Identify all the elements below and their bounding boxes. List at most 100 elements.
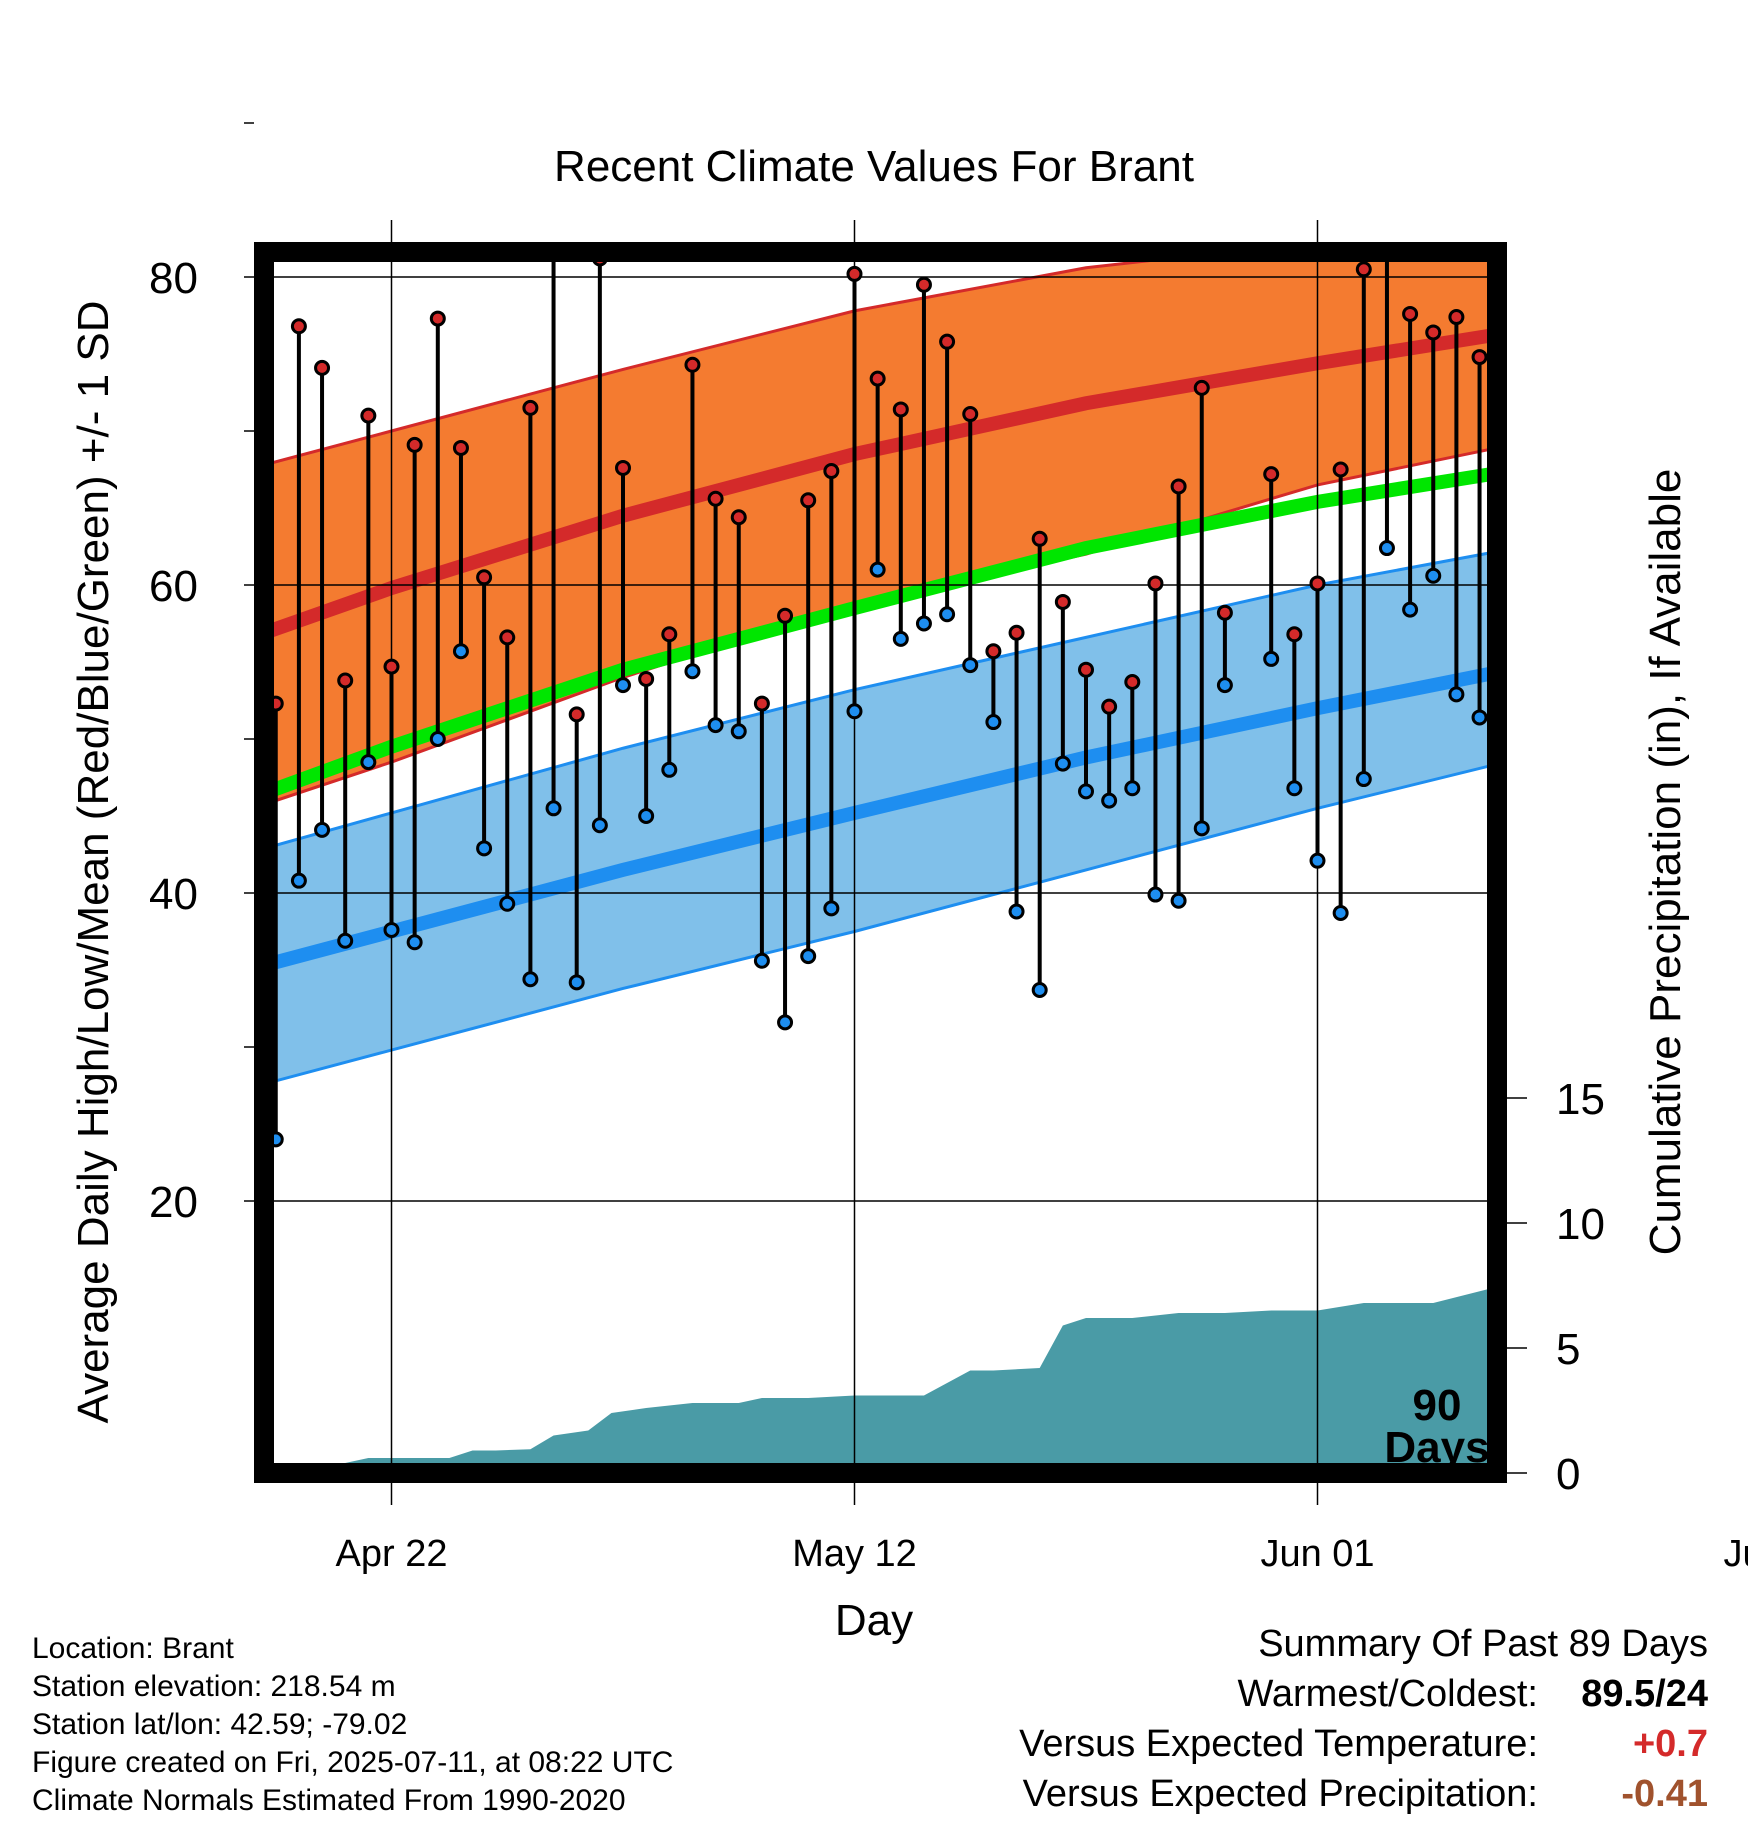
temp-value: +0.7: [1632, 1723, 1708, 1765]
y-right-tick-label: 0: [1556, 1450, 1580, 1499]
daily-low-point: [1124, 780, 1141, 797]
daily-low-point: [915, 615, 932, 632]
warmest-coldest-label: Warmest/Coldest:: [1237, 1673, 1538, 1715]
precip-value: -0.41: [1621, 1773, 1708, 1815]
daily-low-point: [1309, 852, 1326, 869]
daily-high-point: [1332, 461, 1349, 478]
daily-high-point: [1008, 624, 1025, 641]
daily-low-point: [1193, 820, 1210, 837]
daily-low-point: [846, 703, 863, 720]
daily-high-point: [892, 401, 909, 418]
daily-low-point: [1543, 612, 1556, 625]
daily-high-point: [615, 459, 631, 476]
daily-layer: [154, 252, 1741, 1148]
daily-high-point: [707, 490, 724, 507]
info-elevation: Station elevation: 218.54 m: [32, 1670, 396, 1703]
y-left-tick-label: 40: [149, 870, 198, 919]
precip-layer: [310, 1286, 1497, 1473]
daily-low-point: [383, 921, 400, 938]
daily-high-point: [290, 318, 307, 335]
daily-low-point: [1263, 650, 1280, 667]
info-normals: Climate Normals Estimated From 1990-2020: [32, 1784, 626, 1817]
daily-high-point: [684, 356, 701, 373]
daily-low-point: [290, 872, 307, 889]
plot-frame: [254, 242, 1507, 1483]
daily-high-point: [1124, 674, 1141, 691]
daily-low-point: [1519, 676, 1532, 689]
daily-low-point: [823, 900, 840, 917]
daily-low-point: [638, 808, 655, 824]
daily-high-point: [1078, 661, 1094, 678]
daily-high-point: [568, 706, 585, 723]
daily-high-point: [962, 406, 979, 423]
daily-low-point: [223, 954, 236, 967]
daily-high-point: [360, 407, 377, 424]
daily-high-point: [337, 672, 354, 689]
info-location: Location: Brant: [32, 1632, 234, 1665]
y-left-tick-label: 20: [149, 1178, 198, 1227]
daily-high-point: [1728, 314, 1741, 327]
daily-low-point: [1589, 703, 1602, 716]
y-right-tick-label: 5: [1556, 1325, 1580, 1374]
daily-high-point: [1589, 320, 1602, 333]
daily-low-point: [962, 657, 979, 674]
daily-high-point: [1705, 281, 1718, 294]
daily-high-point: [1170, 478, 1187, 495]
daily-low-point: [406, 934, 423, 951]
daily-low-point: [568, 974, 585, 991]
daily-high-point: [200, 468, 213, 481]
daily-low-point: [1054, 755, 1071, 772]
daily-high-point: [869, 370, 886, 387]
daily-low-point: [1378, 540, 1395, 557]
warmest-coldest-value: 89.5/24: [1581, 1673, 1708, 1715]
daily-low-point: [1402, 601, 1419, 618]
daily-high-point: [1355, 261, 1372, 278]
daily-low-point: [661, 761, 678, 778]
daily-low-point: [615, 677, 631, 694]
daily-high-point: [1263, 466, 1280, 483]
station-info: Location: Brant Station elevation: 218.5…: [32, 1630, 673, 1820]
daily-high-point: [1635, 280, 1648, 293]
daily-low-point: [1031, 982, 1048, 999]
daily-high-point: [753, 695, 770, 712]
daily-low-point: [1425, 567, 1442, 584]
info-latlon: Station lat/lon: 42.59; -79.02: [32, 1708, 408, 1741]
precip-label: Versus Expected Precipitation:: [1022, 1773, 1538, 1815]
daily-low-point: [1355, 771, 1372, 788]
info-created: Figure created on Fri, 2025-07-11, at 08…: [32, 1746, 674, 1779]
daily-low-point: [476, 840, 493, 857]
normals-layer: [264, 252, 1497, 1086]
daily-low-point: [869, 561, 886, 578]
daily-high-point: [823, 463, 840, 480]
daily-high-point: [499, 629, 516, 646]
daily-high-point: [1543, 323, 1556, 336]
daily-high-point: [1402, 305, 1419, 322]
daily-low-point: [499, 895, 516, 912]
y-right-tick-label: 15: [1556, 1075, 1605, 1124]
daily-low-point: [1147, 886, 1164, 903]
daily-low-point: [200, 876, 213, 889]
daily-high-point: [800, 492, 817, 509]
precip-area: [310, 1286, 1497, 1473]
plot-area: [154, 252, 1741, 1473]
x-tick-label: Jun 21: [1723, 1533, 1748, 1575]
temp-label: Versus Expected Temperature:: [1019, 1723, 1538, 1765]
y-left-tick-label: 60: [149, 562, 198, 611]
daily-low-point: [1216, 677, 1233, 694]
daily-high-point: [730, 509, 747, 526]
low-normal-band: [264, 550, 1497, 1086]
daily-high-point: [638, 670, 655, 687]
daily-high-point: [314, 359, 331, 376]
daily-low-point: [985, 714, 1002, 731]
daily-low-point: [684, 663, 701, 680]
x-axis-label: Day: [835, 1596, 913, 1645]
daily-low-point: [314, 821, 331, 838]
daily-high-point: [154, 813, 167, 826]
y-right-axis-label: Cumulative Precipitation (in), If Availa…: [1641, 469, 1690, 1256]
summary-warmest-coldest: Warmest/Coldest: 89.5/24: [1237, 1673, 1708, 1716]
x-tick-label: Apr 22: [336, 1533, 448, 1575]
daily-high-point: [777, 607, 794, 624]
daily-high-point: [1101, 698, 1118, 715]
daily-low-point: [545, 800, 562, 817]
daily-high-point: [985, 643, 1002, 660]
